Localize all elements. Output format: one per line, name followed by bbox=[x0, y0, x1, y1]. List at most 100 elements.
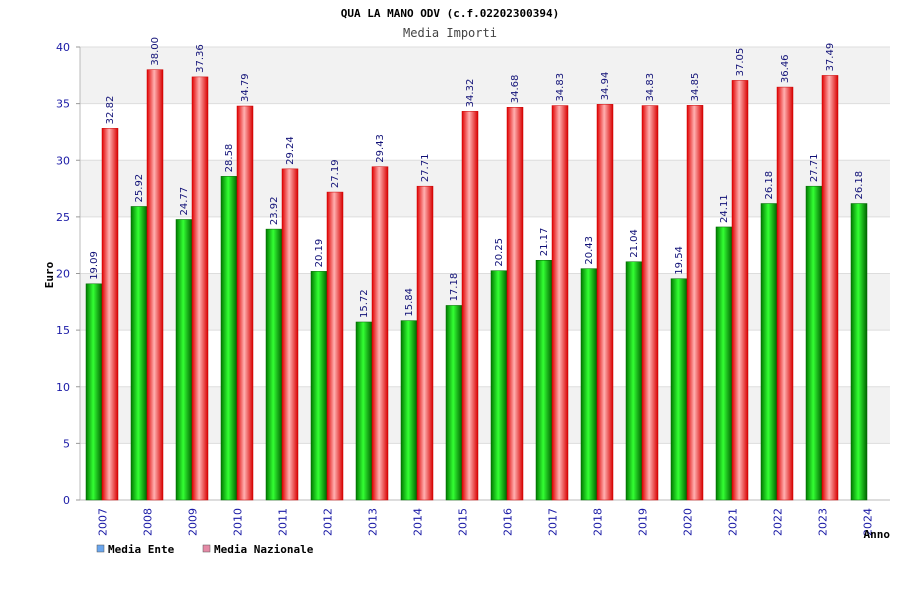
bar-media-ente-2008 bbox=[130, 206, 148, 501]
bar-media-nazionale-2019 bbox=[641, 105, 659, 501]
data-label: 37.05 bbox=[735, 48, 746, 77]
chart-title: QUA LA MANO ODV (c.f.02202300394) bbox=[341, 7, 560, 20]
bar-media-ente-2023 bbox=[805, 185, 823, 501]
data-label: 24.77 bbox=[179, 187, 190, 216]
bar-media-ente-2019 bbox=[625, 261, 643, 501]
plot-band bbox=[80, 160, 890, 217]
x-tick-label: 2024 bbox=[862, 508, 875, 536]
plot-band bbox=[80, 103, 890, 161]
legend-swatch-media-nazionale bbox=[202, 544, 211, 553]
x-tick-label: 2008 bbox=[142, 508, 155, 536]
x-axis-label: Anno bbox=[864, 528, 891, 541]
bar-media-ente-2022 bbox=[760, 203, 778, 501]
data-label: 15.84 bbox=[404, 288, 415, 317]
data-label: 26.18 bbox=[764, 171, 775, 200]
bar-media-nazionale-2009 bbox=[191, 76, 209, 501]
data-label: 17.18 bbox=[449, 273, 460, 302]
y-tick-label: 10 bbox=[56, 381, 70, 394]
bar-media-ente-2007 bbox=[85, 283, 103, 501]
data-label: 19.54 bbox=[674, 246, 685, 275]
bar-media-ente-2016 bbox=[490, 270, 508, 501]
data-label: 29.43 bbox=[375, 134, 386, 163]
bar-media-nazionale-2007 bbox=[101, 128, 119, 501]
data-label: 34.68 bbox=[510, 75, 521, 104]
bar-media-ente-2018 bbox=[580, 268, 598, 501]
plot-band bbox=[80, 443, 890, 500]
bar-media-nazionale-2018 bbox=[596, 104, 614, 501]
y-tick-label: 0 bbox=[63, 494, 70, 507]
y-tick-label: 35 bbox=[56, 98, 70, 111]
plot-band bbox=[80, 47, 890, 104]
x-tick-label: 2014 bbox=[412, 508, 425, 536]
bar-media-ente-2014 bbox=[400, 320, 418, 501]
data-label: 28.58 bbox=[224, 144, 235, 173]
data-label: 27.19 bbox=[330, 159, 341, 188]
y-tick-label: 15 bbox=[56, 324, 70, 337]
gridlines bbox=[79, 46, 890, 501]
data-label: 26.18 bbox=[854, 171, 865, 200]
data-label: 34.85 bbox=[690, 73, 701, 102]
bar-media-ente-2015 bbox=[445, 305, 463, 501]
bar-media-ente-2020 bbox=[670, 278, 688, 501]
y-tick-label: 20 bbox=[56, 268, 70, 281]
bar-media-ente-2009 bbox=[175, 219, 193, 501]
data-label: 29.24 bbox=[285, 136, 296, 165]
legend-label-media-ente: Media Ente bbox=[108, 543, 175, 556]
bar-media-nazionale-2022 bbox=[776, 86, 794, 501]
data-label: 23.92 bbox=[269, 196, 280, 225]
data-label: 20.25 bbox=[494, 238, 505, 267]
data-label: 34.94 bbox=[600, 72, 611, 101]
bar-media-nazionale-2016 bbox=[506, 106, 524, 501]
plot-band bbox=[80, 330, 890, 387]
plot-background bbox=[80, 47, 890, 500]
x-tick-label: 2012 bbox=[322, 508, 335, 536]
bar-media-nazionale-2012 bbox=[326, 191, 344, 501]
bar-media-nazionale-2020 bbox=[686, 105, 704, 501]
x-tick-label: 2009 bbox=[187, 508, 200, 536]
data-label: 38.00 bbox=[150, 37, 161, 66]
legend: Media Ente Media Nazionale bbox=[96, 543, 314, 556]
y-tick-label: 30 bbox=[56, 154, 70, 167]
bar-media-nazionale-2008 bbox=[146, 69, 164, 501]
bars bbox=[85, 69, 868, 501]
data-label: 20.43 bbox=[584, 236, 595, 265]
data-label: 37.36 bbox=[195, 44, 206, 73]
x-tick-label: 2013 bbox=[367, 508, 380, 536]
x-tick-label: 2022 bbox=[772, 508, 785, 536]
data-label: 19.09 bbox=[89, 251, 100, 280]
data-label: 24.11 bbox=[719, 194, 730, 223]
x-tick-label: 2015 bbox=[457, 508, 470, 536]
data-label: 36.46 bbox=[780, 54, 791, 83]
bar-media-nazionale-2013 bbox=[371, 166, 389, 501]
x-tick-label: 2018 bbox=[592, 508, 605, 536]
bar-media-ente-2013 bbox=[355, 321, 373, 501]
data-label: 34.32 bbox=[465, 79, 476, 108]
bar-media-nazionale-2023 bbox=[821, 75, 839, 501]
data-label: 15.72 bbox=[359, 289, 370, 318]
data-label: 21.17 bbox=[539, 228, 550, 257]
x-axis-ticks: 2007 2008 2009 2010 2011 2012 2013 2014 2015 2016… bbox=[97, 508, 875, 536]
x-tick-label: 2020 bbox=[682, 508, 695, 536]
bar-media-nazionale-2014 bbox=[416, 185, 434, 501]
bar-media-ente-2021 bbox=[715, 226, 733, 501]
bar-media-ente-2024 bbox=[850, 203, 868, 501]
x-tick-label: 2021 bbox=[727, 508, 740, 536]
legend-swatch-media-ente bbox=[96, 544, 105, 553]
x-tick-label: 2011 bbox=[277, 508, 290, 536]
bar-media-ente-2011 bbox=[265, 228, 283, 501]
data-label: 34.79 bbox=[240, 73, 251, 102]
bar-media-nazionale-2015 bbox=[461, 111, 479, 501]
data-label: 32.82 bbox=[105, 96, 116, 125]
data-label: 34.83 bbox=[555, 73, 566, 102]
bar-media-nazionale-2011 bbox=[281, 168, 299, 501]
plot-band bbox=[80, 216, 890, 274]
data-label: 21.04 bbox=[629, 229, 640, 258]
plot-band bbox=[80, 386, 890, 444]
x-tick-label: 2017 bbox=[547, 508, 560, 536]
x-tick-label: 2023 bbox=[817, 508, 830, 536]
bar-media-ente-2017 bbox=[535, 259, 553, 501]
bar-media-nazionale-2010 bbox=[236, 105, 254, 501]
y-axis-ticks: 0 5 10 15 20 25 30 35 40 bbox=[56, 41, 80, 507]
x-tick-label: 2007 bbox=[97, 508, 110, 536]
bar-media-nazionale-2021 bbox=[731, 80, 749, 501]
